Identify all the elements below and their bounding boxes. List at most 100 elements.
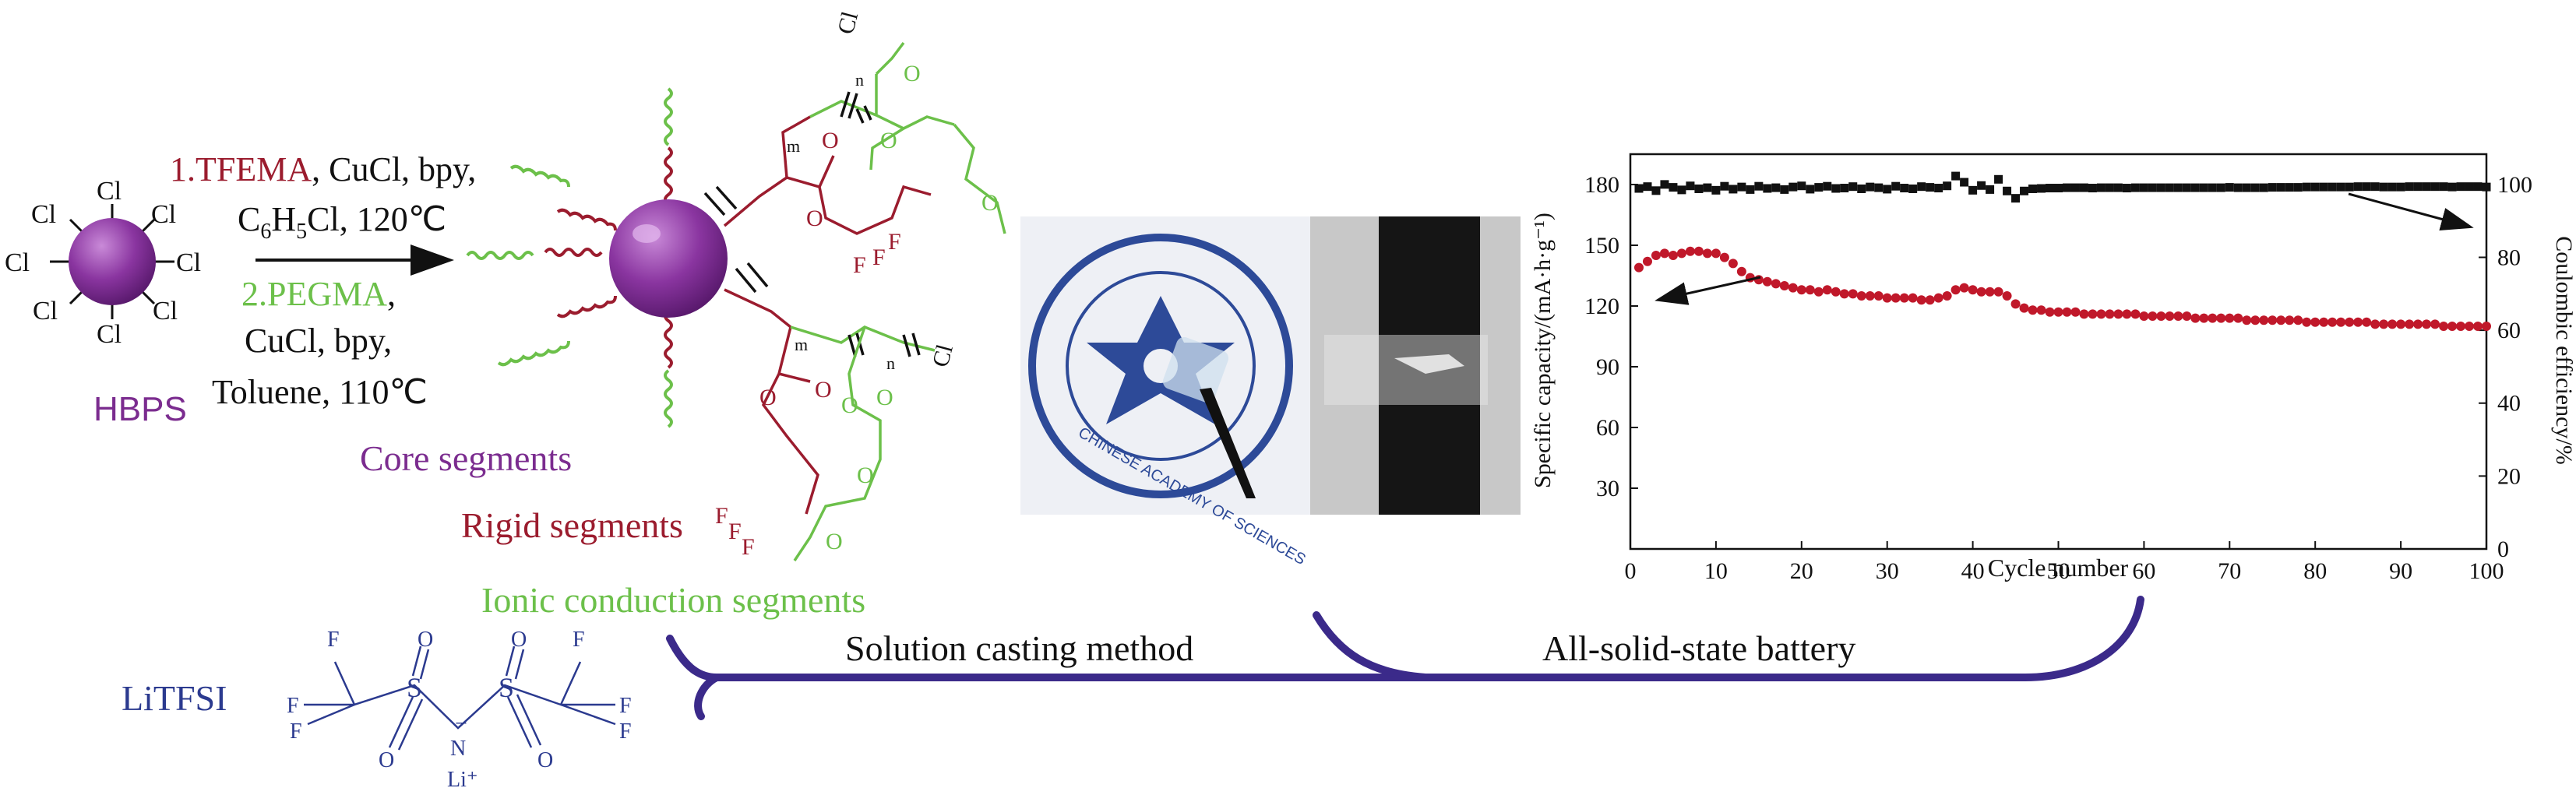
efficiency-point	[2285, 183, 2294, 192]
x-axis-label: Cycle number	[1988, 554, 2129, 582]
capacity-point	[2233, 313, 2243, 323]
efficiency-point	[2122, 184, 2131, 193]
efficiency-point	[1634, 184, 1644, 193]
capacity-point	[2396, 319, 2406, 329]
polymer-f-top3: F	[888, 229, 901, 255]
polymer-sub-m-bottom: m	[795, 335, 808, 354]
capacity-point	[1959, 283, 1969, 293]
ionic-segments-label: Ionic conduction segments	[481, 580, 865, 620]
y-left-tick-label: 30	[1596, 476, 1619, 501]
efficiency-point	[2430, 182, 2440, 192]
efficiency-point	[1780, 185, 1789, 194]
polymer-sub-n-bottom: n	[886, 354, 895, 373]
capacity-point	[2302, 317, 2312, 327]
step2-reagent: 2.PEGMA	[241, 275, 387, 313]
y-axis-right-label: Coulombic efficiency/%	[2551, 236, 2576, 465]
efficiency-point	[1643, 182, 1652, 192]
y-right-tick-label: 20	[2497, 463, 2521, 489]
efficiency-point	[1797, 181, 1806, 191]
segment-labels: Core segments Rigid segments Ionic condu…	[360, 438, 865, 620]
efficiency-point	[2054, 184, 2063, 193]
capacity-point	[1873, 291, 1884, 301]
litfsi-o2: O	[379, 748, 394, 772]
capacity-point	[2199, 313, 2209, 323]
step2-comma: ,	[387, 275, 396, 313]
y-left-tick-label: 180	[1584, 172, 1619, 198]
efficiency-point	[2310, 182, 2320, 192]
y-left-tick-label: 60	[1596, 415, 1619, 441]
step1-reagent: 1.TFEMA	[170, 150, 312, 188]
efficiency-point	[2242, 183, 2251, 192]
capacity-point	[2268, 315, 2278, 325]
capacity-point	[1771, 279, 1781, 289]
capacity-point	[1916, 295, 1926, 305]
y-right-tick-label: 60	[2497, 318, 2521, 343]
efficiency-point	[2046, 184, 2055, 193]
capacity-point	[2422, 319, 2432, 329]
efficiency-point	[1686, 181, 1695, 191]
capacity-point	[1702, 248, 1712, 259]
capacity-point	[1985, 287, 1995, 297]
capacity-point	[1822, 285, 1832, 295]
efficiency-point	[2182, 183, 2191, 192]
efficiency-point	[2070, 183, 2080, 192]
efficiency-point	[2173, 183, 2183, 192]
capacity-point	[1711, 248, 1721, 259]
capacity-point	[1805, 285, 1815, 295]
efficiency-point	[1968, 185, 1978, 195]
capacity-point	[2096, 309, 2106, 319]
efficiency-point	[2105, 183, 2114, 192]
capacity-point	[1685, 246, 1695, 256]
hbps-cl-topleft: Cl	[31, 200, 56, 229]
efficiency-point	[2319, 182, 2328, 192]
casting-label: Solution casting method	[845, 628, 1193, 668]
litfsi-li: Li⁺	[447, 768, 478, 792]
hbps-cl-bot: Cl	[97, 320, 122, 349]
efficiency-point	[2336, 182, 2345, 192]
capacity-point	[2447, 322, 2458, 331]
capacity-point	[2070, 307, 2081, 317]
capacity-point	[1968, 285, 1978, 295]
efficiency-point	[2037, 184, 2046, 193]
efficiency-point	[2079, 183, 2088, 192]
efficiency-point	[2250, 183, 2260, 192]
efficiency-point	[1720, 181, 1729, 191]
capacity-point	[1762, 276, 1772, 287]
arrow-to-efficiency-axis	[2348, 192, 2474, 231]
capacity-point	[1976, 287, 1986, 297]
capacity-point	[1933, 293, 1943, 303]
polymer-o-bot4: O	[876, 385, 893, 410]
efficiency-point	[1771, 183, 1781, 192]
capacity-point	[1942, 291, 1952, 301]
capacity-point	[1779, 281, 1789, 290]
efficiency-point	[1703, 183, 1712, 192]
capacity-point	[2208, 313, 2218, 323]
efficiency-point	[2139, 183, 2148, 192]
capacity-point	[2062, 307, 2072, 317]
capacity-point	[1736, 266, 1746, 276]
capacity-point	[2456, 322, 2466, 331]
efficiency-point	[2405, 182, 2414, 192]
capacity-point	[2430, 319, 2440, 329]
arm-red-left	[544, 248, 603, 257]
capacity-point	[2148, 311, 2158, 321]
litfsi-f4: F	[573, 628, 585, 652]
capacity-point	[2053, 307, 2063, 317]
efficiency-point	[2156, 183, 2165, 192]
capacity-point	[1693, 246, 1704, 256]
capacity-point	[2156, 311, 2166, 321]
core-sphere	[609, 199, 728, 318]
capacity-point	[1993, 287, 2003, 297]
svg-text:1.TFEMA, CuCl, bpy,: 1.TFEMA, CuCl, bpy,	[170, 150, 476, 188]
hbps-cl-right: Cl	[176, 248, 201, 277]
capacity-point	[1659, 248, 1669, 259]
capacity-point	[2250, 315, 2261, 325]
capacity-point	[2310, 317, 2321, 327]
polymer-cl-top: Cl	[833, 9, 863, 37]
battery-label: All-solid-state battery	[1542, 628, 1855, 668]
capacity-point	[2088, 309, 2098, 319]
capacity-point	[2473, 322, 2483, 331]
polymer-f-bot1: F	[715, 503, 728, 529]
litfsi-f5: F	[619, 694, 632, 718]
efficiency-point	[1814, 183, 1824, 192]
